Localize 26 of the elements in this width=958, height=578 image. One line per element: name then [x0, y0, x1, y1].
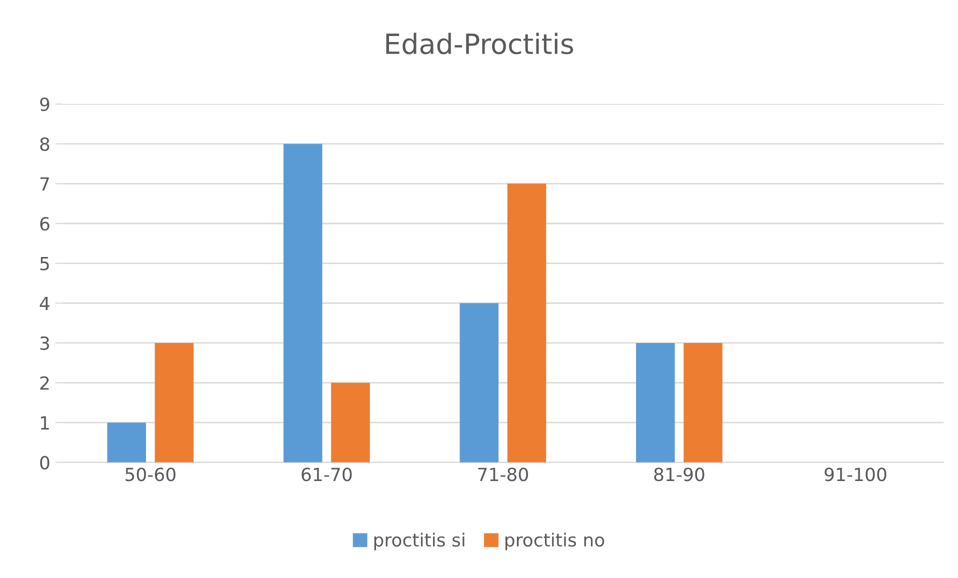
- bar: [460, 303, 499, 462]
- y-tick-label: 2: [40, 376, 49, 390]
- bar: [636, 342, 675, 462]
- y-tick-label: 5: [40, 257, 49, 270]
- y-tick-label: 9: [40, 98, 50, 112]
- x-tick-label: 50-60: [126, 468, 176, 482]
- y-tick-label: 3: [40, 336, 50, 350]
- bar: [154, 342, 194, 462]
- y-tick-label: 1: [40, 416, 49, 430]
- x-tick-label: 81-90: [654, 468, 704, 482]
- bar: [283, 144, 322, 462]
- legend-label: proctitis si: [374, 532, 464, 550]
- legend-label: proctitis no: [505, 532, 604, 550]
- x-tick-label: 61-70: [302, 468, 352, 482]
- y-tick-label: 6: [40, 216, 50, 231]
- bar: [507, 184, 546, 462]
- bar: [107, 422, 146, 462]
- y-tick-label: 0: [40, 456, 50, 470]
- y-tick-label: 7: [40, 177, 49, 191]
- y-tick-label: 8: [40, 137, 50, 151]
- x-tick-label: 91-100: [824, 468, 886, 482]
- chart-title: Edad-Proctitis: [386, 32, 574, 54]
- bar: [331, 382, 370, 462]
- y-tick-label: 4: [40, 296, 50, 310]
- x-tick-label: 71-80: [478, 468, 528, 482]
- bar: [684, 342, 722, 462]
